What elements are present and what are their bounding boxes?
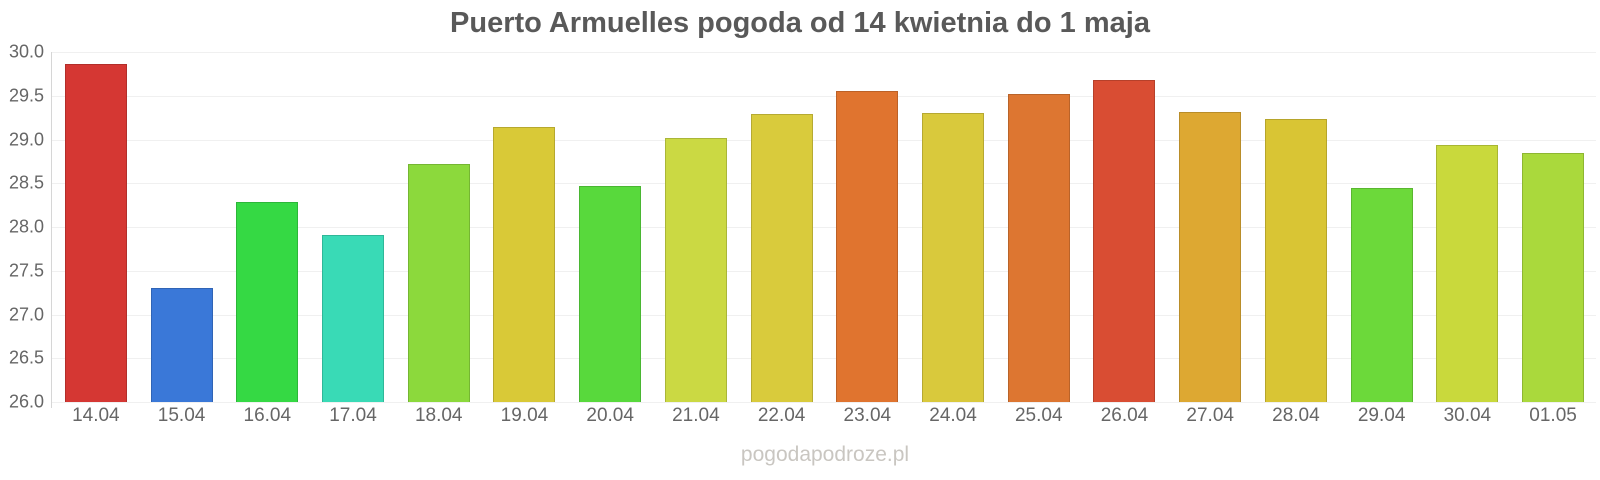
- temperature-bar-17.04[interactable]: [322, 234, 385, 402]
- temperature-bar-26.04[interactable]: [1093, 80, 1156, 402]
- temperature-bar-29.04[interactable]: [1350, 187, 1413, 402]
- watermark: pogodapodroze.pl: [740, 443, 910, 466]
- temperature-bar-01.05[interactable]: [1522, 152, 1585, 402]
- y-axis-line: [51, 52, 52, 408]
- bar-slot: [396, 52, 482, 402]
- bar-slot: [567, 52, 653, 402]
- temperature-bar-14.04[interactable]: [64, 64, 127, 402]
- bar-slot: [910, 52, 996, 402]
- bar-slot: [53, 52, 139, 402]
- gridline: [51, 402, 1596, 403]
- gridline: [51, 183, 1596, 185]
- temperature-bar-20.04[interactable]: [579, 185, 642, 402]
- x-axis-tick-label: 29.04: [1357, 405, 1406, 426]
- x-axis-tick-label: 19.04: [500, 405, 549, 426]
- temperature-bar-24.04[interactable]: [922, 113, 985, 402]
- gridline: [51, 139, 1596, 141]
- x-axis-tick-label: 22.04: [757, 405, 806, 426]
- gridline: [51, 314, 1596, 316]
- x-axis-tick-label: 25.04: [1014, 405, 1063, 426]
- bar-slot: [1425, 52, 1511, 402]
- temperature-bar-19.04[interactable]: [493, 127, 556, 402]
- x-axis-tick-label: 16.04: [243, 405, 292, 426]
- bar-slot: [139, 52, 225, 402]
- x-axis-tick-label: 26.04: [1100, 405, 1149, 426]
- x-axis-tick-label: 28.04: [1272, 405, 1320, 426]
- temperature-bar-21.04[interactable]: [664, 137, 727, 402]
- temperature-bar-28.04[interactable]: [1264, 119, 1327, 402]
- x-axis-tick-label: 23.04: [843, 405, 892, 426]
- y-axis-tick-label: 28.0: [8, 216, 44, 237]
- y-axis-tick-label: 27.5: [8, 260, 44, 281]
- y-axis-tick-label: 27.0: [8, 304, 44, 324]
- y-axis-tick-label: 29.5: [8, 85, 44, 106]
- bar-slot: [1510, 52, 1596, 402]
- x-axis: 14.04 15.04 16.04 17.04 18.04 19.04 20.04 21.04…: [53, 402, 1596, 430]
- bar-slot: [824, 52, 910, 402]
- bar-slot: [1253, 52, 1339, 402]
- plot-area: [53, 52, 1596, 402]
- y-axis-tick-label: 26.0: [8, 391, 44, 412]
- bar-slot: [996, 52, 1082, 402]
- bar-slot: [482, 52, 568, 402]
- gridline: [51, 358, 1596, 360]
- bar-slot: [1339, 52, 1425, 402]
- x-axis-tick-label: 17.04: [329, 405, 377, 426]
- y-axis-tick-label: 30.0: [8, 41, 44, 62]
- temperature-bar-30.04[interactable]: [1436, 144, 1499, 402]
- temperature-bar-23.04[interactable]: [836, 90, 899, 402]
- x-axis-tick-label: 20.04: [586, 405, 634, 426]
- temperature-bar-16.04[interactable]: [236, 201, 299, 402]
- temperature-bar-15.04[interactable]: [150, 288, 213, 402]
- gridline: [51, 227, 1596, 228]
- x-axis-tick-label: 18.04: [414, 405, 463, 426]
- bar-slot: [739, 52, 825, 402]
- bar-slot: [310, 52, 396, 402]
- temperature-bar-22.04[interactable]: [750, 114, 813, 402]
- x-axis-tick-label: 27.04: [1186, 405, 1234, 426]
- x-axis-tick-label: 01.05: [1529, 405, 1577, 426]
- gridline: [51, 95, 1596, 97]
- bar-slot: [1167, 52, 1253, 402]
- x-axis-tick-label: 15.04: [157, 405, 206, 426]
- x-axis-tick-label: 24.04: [929, 405, 977, 426]
- x-axis-tick-label: 21.04: [672, 405, 720, 426]
- y-axis-tick-label: 29.0: [8, 129, 44, 149]
- gridline: [51, 270, 1596, 272]
- bar-slot: [1082, 52, 1168, 402]
- y-axis-tick-label: 26.5: [8, 347, 44, 368]
- x-axis-tick-label: 30.04: [1443, 405, 1492, 426]
- temperature-bar-27.04[interactable]: [1179, 111, 1242, 402]
- temperature-bar-18.04[interactable]: [407, 164, 470, 402]
- bar-slot: [653, 52, 739, 402]
- temperature-bar-25.04[interactable]: [1007, 94, 1070, 402]
- chart-title: Puerto Armuelles pogoda od 14 kwietnia d…: [450, 7, 1150, 39]
- gridline: [51, 52, 1596, 53]
- bar-slot: [224, 52, 310, 402]
- x-axis-tick-label: 14.04: [72, 405, 120, 426]
- y-axis-tick-label: 28.5: [8, 172, 44, 193]
